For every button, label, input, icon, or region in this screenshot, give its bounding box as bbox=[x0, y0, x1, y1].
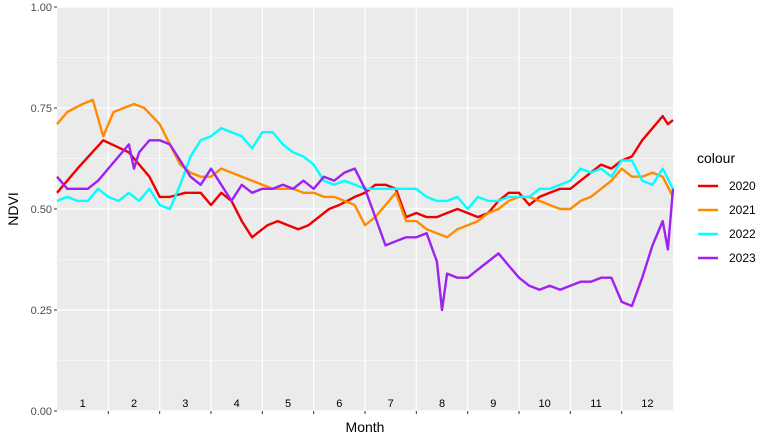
legend-label-2021: 2021 bbox=[729, 203, 756, 217]
x-tick-label: 6 bbox=[336, 398, 342, 410]
x-tick-label: 8 bbox=[439, 398, 445, 410]
x-tick-label: 7 bbox=[388, 398, 394, 410]
x-tick-label: 10 bbox=[539, 398, 551, 410]
series-line-2021 bbox=[56, 98, 675, 239]
x-tick-label: 5 bbox=[285, 398, 291, 410]
x-axis-title: Month bbox=[346, 419, 385, 435]
y-axis-ticks: 0.00 0.25 0.50 0.75 1.00 bbox=[31, 2, 57, 418]
x-tick-label: 1 bbox=[80, 398, 86, 410]
legend-label-2023: 2023 bbox=[729, 251, 756, 265]
legend: colour 2020 2021 2022 2023 bbox=[697, 150, 756, 265]
x-tick-label: 12 bbox=[641, 398, 653, 410]
y-tick-label: 0.50 bbox=[31, 204, 52, 216]
y-tick-label: 0.25 bbox=[31, 305, 52, 317]
series-line-2023 bbox=[56, 139, 675, 312]
legend-label-2020: 2020 bbox=[729, 179, 756, 193]
x-tick-label: 11 bbox=[590, 398, 601, 410]
legend-label-2022: 2022 bbox=[729, 227, 756, 241]
legend-title: colour bbox=[697, 150, 735, 166]
x-tick-label: 2 bbox=[131, 398, 137, 410]
y-tick-label: 1.00 bbox=[31, 2, 52, 14]
x-tick-label: 4 bbox=[234, 398, 240, 410]
series-lines bbox=[56, 98, 675, 312]
y-axis-title: NDVI bbox=[5, 192, 21, 225]
y-tick-label: 0.75 bbox=[31, 103, 52, 115]
y-tick-label: 0.00 bbox=[31, 406, 52, 418]
x-tick-label: 9 bbox=[490, 398, 496, 410]
gridlines bbox=[57, 6, 673, 412]
series-line-2020 bbox=[56, 114, 674, 239]
x-axis-ticks: 1 2 3 4 5 6 7 8 9 10 11 12 bbox=[80, 398, 653, 414]
x-tick-label: 3 bbox=[182, 398, 188, 410]
